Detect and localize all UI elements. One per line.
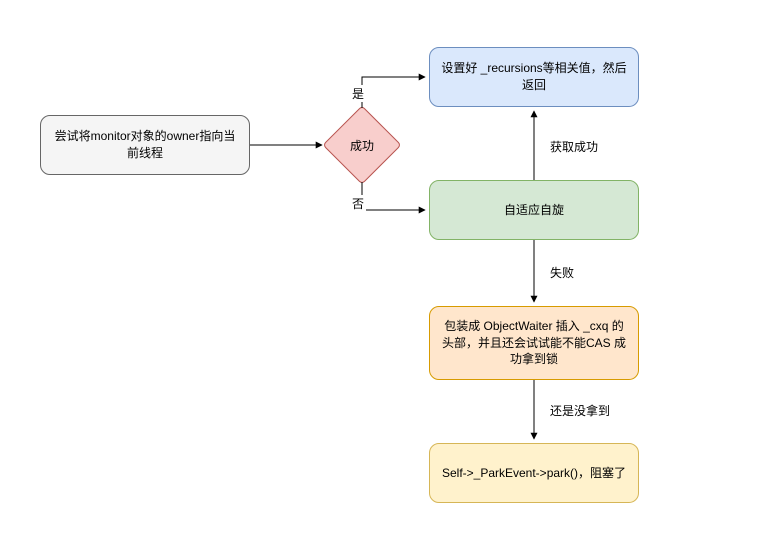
node-park: Self->_ParkEvent->park()，阻塞了 <box>429 443 639 503</box>
edge-label-no: 否 <box>350 195 366 212</box>
edge-decision-spin <box>362 182 425 210</box>
node-spin: 自适应自旋 <box>429 180 639 240</box>
edge-decision-setrecursions <box>362 77 425 108</box>
node-cxq: 包装成 ObjectWaiter 插入 _cxq 的头部，并且还会试试能不能CA… <box>429 306 639 380</box>
node-start: 尝试将monitor对象的owner指向当前线程 <box>40 115 250 175</box>
edge-label-yes: 是 <box>350 85 366 102</box>
edge-label-success: 获取成功 <box>548 138 600 155</box>
node-decision <box>322 105 401 184</box>
edges-layer <box>0 0 774 540</box>
edge-label-stillnot: 还是没拿到 <box>548 402 612 419</box>
node-cxq-label: 包装成 ObjectWaiter 插入 _cxq 的头部，并且还会试试能不能CA… <box>440 318 628 368</box>
node-start-label: 尝试将monitor对象的owner指向当前线程 <box>51 128 239 162</box>
node-set-recursions-label: 设置好 _recursions等相关值，然后返回 <box>440 60 628 94</box>
edge-label-fail: 失败 <box>548 264 576 281</box>
node-spin-label: 自适应自旋 <box>504 202 564 219</box>
node-park-label: Self->_ParkEvent->park()，阻塞了 <box>442 465 626 482</box>
node-set-recursions: 设置好 _recursions等相关值，然后返回 <box>429 47 639 107</box>
